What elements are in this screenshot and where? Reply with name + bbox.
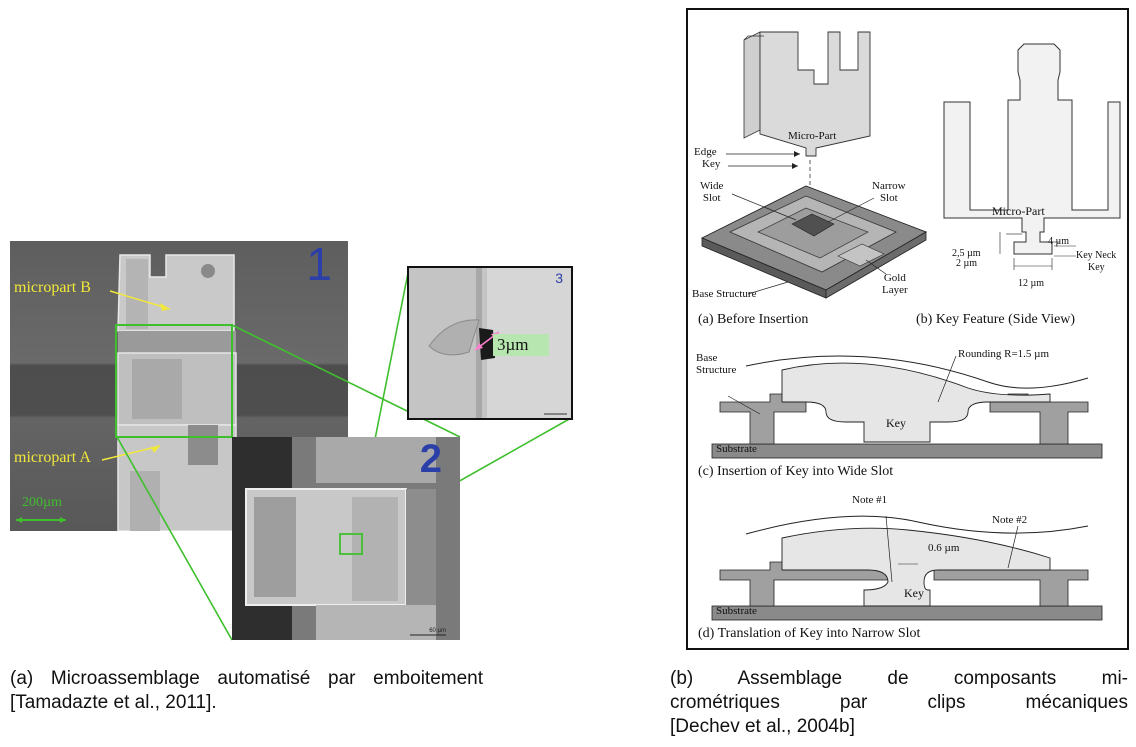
- panel-b-key-label: Key: [1088, 262, 1105, 273]
- panel-b-key-neck-label: Key Neck: [1076, 250, 1117, 261]
- figure-b-caption-line-1: (b) Assemblage de composants mi-: [670, 668, 1128, 689]
- panel-a-narrow-slot-label: Narrow Slot: [872, 180, 906, 204]
- panel-c-caption: (c) Insertion of Key into Wide Slot: [698, 464, 894, 479]
- scale-label-2: 60 µm: [429, 628, 446, 634]
- panel-a-edge-label: Edge: [694, 146, 717, 158]
- panel-c-rounding-label: Rounding R=1.5 µm: [958, 348, 1050, 360]
- micropart-b-label: micropart B: [14, 279, 91, 296]
- figure-a-caption: (a) Microassemblage automatisé par emboi…: [10, 667, 483, 715]
- figure-a-caption-line-2: [Tamadazte et al., 2011].: [10, 692, 217, 713]
- figure-b-drawing: [700, 31, 1121, 621]
- gap-label: 3µm: [493, 334, 549, 356]
- panel-a-micro-part-label: Micro-Part: [788, 130, 837, 142]
- micrograph-3: 3 3µm: [407, 266, 573, 420]
- panel-d-key-label: Key: [904, 586, 924, 600]
- panel-a-key-label: Key: [702, 158, 721, 170]
- figure-b-caption-line-2: crométriques par clips mécaniques: [670, 692, 1128, 713]
- micrograph-1: 1 micropart B micropart A 200µm: [10, 241, 348, 531]
- panel-d-substrate-label: Substrate: [716, 605, 757, 617]
- panel-b-dim-2-5: 2,5 µm: [952, 248, 981, 259]
- panel-b-dim-4: 4 µm: [1048, 236, 1070, 247]
- panel-c-substrate-label: Substrate: [716, 443, 757, 455]
- panel-b-micro-part-label: Micro-Part: [992, 204, 1045, 218]
- figure-a-caption-line-1: (a) Microassemblage automatisé par emboi…: [10, 668, 483, 689]
- panel-a-base-structure-label: Base Structure: [692, 288, 757, 300]
- panel-a-caption: (a) Before Insertion: [698, 312, 809, 327]
- micrograph-2-panel-number: 2: [419, 437, 442, 481]
- panel-d-gap-label: 0.6 µm: [928, 542, 960, 554]
- panel-b-dim-2: 2 µm: [956, 258, 978, 269]
- panel-b-dim-12: 12 µm: [1018, 278, 1045, 289]
- panel-c-base-structure-label: Base Structure: [696, 352, 737, 376]
- figure-b-caption: (b) Assemblage de composants mi- crométr…: [670, 667, 1128, 739]
- panel-d-note-1-label: Note #1: [852, 494, 888, 506]
- panel-c-key-label: Key: [886, 416, 906, 430]
- panel-b-caption: (b) Key Feature (Side View): [916, 312, 1076, 327]
- panel-a-wide-slot-label: Wide Slot: [700, 180, 724, 204]
- figure-b: Micro-Part Edge Key Wide Slot Narrow Slo…: [686, 8, 1129, 650]
- scale-label-1: 200µm: [22, 495, 62, 510]
- panel-a-gold-layer-label: Gold Layer: [882, 272, 908, 296]
- micrograph-2: 2 60 µm: [232, 437, 460, 640]
- panel-d-note-2-label: Note #2: [992, 514, 1028, 526]
- figure-b-caption-line-3: [Dechev et al., 2004b]: [670, 716, 855, 737]
- micropart-a-label: micropart A: [14, 449, 91, 466]
- micrograph-3-panel-number: 3: [555, 270, 563, 286]
- panel-d-caption: (d) Translation of Key into Narrow Slot: [698, 626, 921, 641]
- micrograph-1-panel-number: 1: [306, 241, 332, 290]
